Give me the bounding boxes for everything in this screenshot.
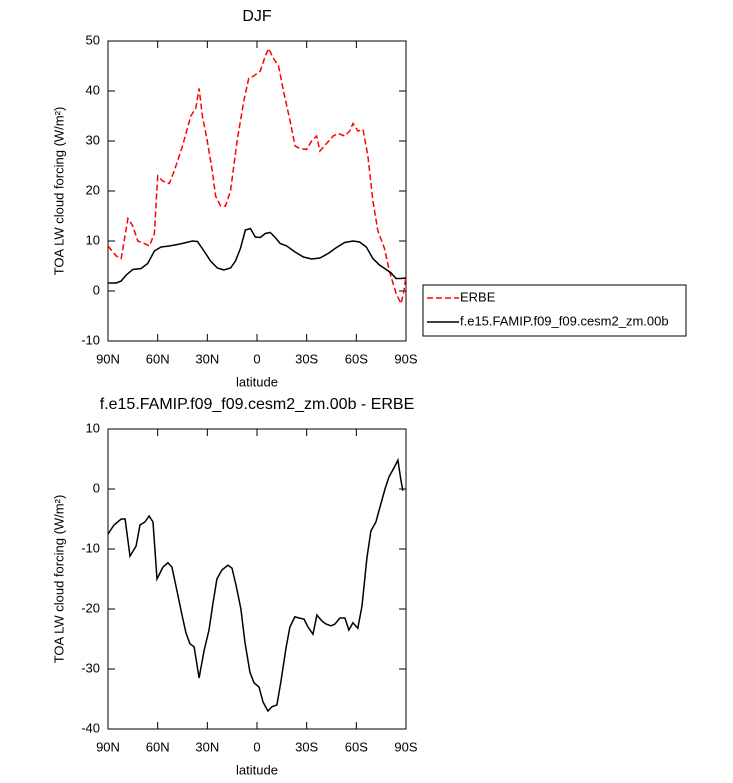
y-tick-label: -10 xyxy=(81,540,100,555)
x-tick-label: 60S xyxy=(345,351,368,366)
y-tick-label: -30 xyxy=(81,660,100,675)
y-tick-label: 40 xyxy=(86,82,100,97)
y-axis-label: TOA LW cloud forcing (W/m²) xyxy=(51,107,66,276)
x-tick-label: 90S xyxy=(394,739,417,754)
y-tick-label: 0 xyxy=(93,282,100,297)
plot-frame xyxy=(107,40,407,342)
x-tick-label: 0 xyxy=(253,739,260,754)
plot-frame xyxy=(107,428,407,730)
y-tick-label: -20 xyxy=(81,600,100,615)
x-tick-label: 30S xyxy=(295,739,318,754)
x-axis-label: latitude xyxy=(236,762,278,777)
data-line xyxy=(107,46,407,306)
x-tick-label: 30N xyxy=(195,351,219,366)
legend-label: ERBE xyxy=(460,289,496,304)
x-tick-label: 90S xyxy=(394,351,417,366)
legend-label: f.e15.FAMIP.f09_f09.cesm2_zm.00b xyxy=(460,313,669,328)
x-tick-label: 60S xyxy=(345,739,368,754)
y-tick-label: 0 xyxy=(93,480,100,495)
x-axis-label: latitude xyxy=(236,374,278,389)
data-line xyxy=(107,457,404,713)
chart-title: f.e15.FAMIP.f09_f09.cesm2_zm.00b - ERBE xyxy=(100,396,415,413)
y-tick-label: 20 xyxy=(86,182,100,197)
y-tick-label: 10 xyxy=(86,232,100,247)
y-axis-label: TOA LW cloud forcing (W/m²) xyxy=(51,495,66,664)
x-tick-label: 90N xyxy=(96,351,120,366)
chart-title: DJF xyxy=(242,8,272,25)
x-tick-label: 0 xyxy=(253,351,260,366)
x-tick-label: 30S xyxy=(295,351,318,366)
y-tick-label: 50 xyxy=(86,32,100,47)
x-tick-label: 90N xyxy=(96,739,120,754)
y-tick-label: 30 xyxy=(86,132,100,147)
y-tick-label: 10 xyxy=(86,420,100,435)
x-tick-label: 60N xyxy=(146,739,170,754)
data-line xyxy=(108,227,407,284)
y-tick-label: -10 xyxy=(81,332,100,347)
x-tick-label: 30N xyxy=(195,739,219,754)
legend-box xyxy=(422,284,687,337)
x-tick-label: 60N xyxy=(146,351,170,366)
y-tick-label: -40 xyxy=(81,720,100,735)
